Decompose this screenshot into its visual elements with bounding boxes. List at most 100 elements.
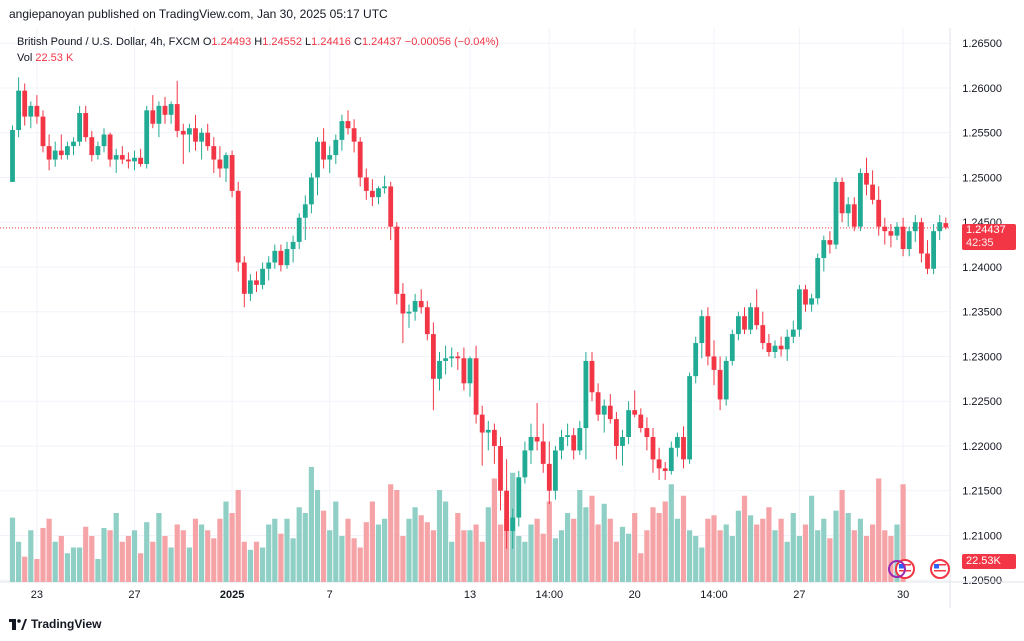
volume-bar — [424, 522, 430, 582]
candlestick-chart[interactable]: 1.265001.260001.255001.250001.245001.240… — [0, 28, 1024, 608]
volume-bar — [266, 524, 272, 582]
candle-down — [388, 186, 394, 227]
volume-tag-value: 22.53K — [966, 555, 1001, 567]
candle-down — [595, 392, 601, 415]
volume-bar — [296, 507, 302, 582]
volume-bar — [479, 541, 485, 582]
candle-up — [168, 104, 174, 115]
symbol-label[interactable]: British Pound / U.S. Dollar, 4h, FXCM — [17, 36, 200, 48]
volume-bar — [16, 541, 22, 582]
candle-up — [693, 343, 699, 377]
volume-bar — [95, 559, 101, 582]
volume-bar — [491, 478, 497, 582]
volume-bar — [83, 526, 89, 582]
candle-down — [711, 356, 717, 370]
volume-bar — [235, 490, 241, 582]
volume-bar — [552, 538, 558, 582]
volume-bar — [766, 507, 772, 582]
open-label: O — [202, 36, 212, 48]
candle-up — [10, 130, 15, 182]
candle-up — [156, 105, 162, 124]
candle-up — [132, 157, 137, 162]
candle-down — [235, 190, 241, 263]
candle-down — [644, 428, 650, 438]
volume-bar — [601, 503, 607, 582]
candle-up — [77, 113, 82, 142]
volume-bar — [443, 501, 449, 582]
time-axis-label: 20 — [629, 589, 641, 601]
candle-down — [479, 414, 485, 433]
tradingview-brand[interactable]: TradingView — [9, 617, 101, 631]
candle-up — [302, 204, 308, 218]
candle-up — [821, 240, 827, 259]
volume-bar — [626, 533, 632, 582]
volume-bar — [52, 541, 58, 582]
close-label: C — [353, 36, 362, 48]
price-axis-label: 1.21500 — [962, 486, 1002, 498]
candle-down — [473, 358, 479, 415]
candle-down — [394, 226, 400, 294]
low-label: L — [305, 36, 312, 48]
volume-bar — [827, 538, 833, 582]
time-axis-label: 14:00 — [700, 589, 728, 601]
volume-bar — [485, 507, 491, 582]
volume-bar — [687, 530, 693, 582]
volume-bar — [34, 559, 40, 582]
volume-bar — [327, 530, 333, 582]
volume-bar — [131, 530, 138, 582]
candle-up — [790, 329, 796, 337]
candle-up — [406, 311, 412, 314]
volume-bar — [199, 524, 205, 582]
candle-down — [870, 184, 875, 200]
candle-down — [205, 132, 211, 147]
volume-bar — [449, 541, 455, 582]
candle-up — [113, 155, 119, 160]
change-value: −0.00056 (−0.04%) — [404, 36, 499, 48]
volume-bar — [894, 524, 900, 582]
economic-event-flag-icon[interactable] — [930, 559, 950, 579]
volume-bar — [723, 524, 729, 582]
volume-bar — [778, 518, 784, 582]
chart-frame[interactable]: 1.265001.260001.255001.250001.245001.240… — [0, 28, 1024, 608]
volume-bar — [412, 507, 418, 582]
volume-bar — [138, 553, 144, 582]
candle-up — [858, 172, 863, 227]
candle-down — [571, 435, 577, 451]
volume-bar — [809, 495, 815, 582]
candle-up — [699, 316, 705, 344]
candle-up — [95, 146, 101, 156]
volume-bar — [595, 524, 601, 582]
volume-bar — [394, 490, 400, 582]
candle-down — [900, 226, 906, 250]
volume-bar — [192, 518, 199, 582]
price-axis-label: 1.22000 — [962, 441, 1002, 453]
candle-up — [797, 289, 802, 330]
volume-bar — [522, 541, 528, 582]
candle-down — [882, 226, 888, 232]
volume-bar — [64, 553, 70, 582]
price-axis-label: 1.24000 — [962, 262, 1002, 274]
volume-label[interactable]: Vol — [17, 52, 33, 64]
candle-up — [937, 222, 943, 232]
time-axis-label: 30 — [897, 589, 909, 601]
candle-up — [272, 250, 278, 263]
candle-up — [729, 334, 735, 361]
price-axis-label: 1.26000 — [962, 83, 1002, 95]
candle-up — [284, 249, 290, 266]
volume-bar — [339, 536, 345, 582]
volume-bar — [461, 530, 467, 582]
candle-up — [315, 141, 320, 178]
volume-bar — [430, 530, 436, 582]
candle-up — [675, 437, 680, 448]
candle-down — [351, 128, 357, 142]
volume-bar — [558, 530, 565, 582]
candle-up — [577, 428, 583, 451]
price-axis-label: 1.23000 — [962, 351, 1002, 363]
volume-bar — [101, 527, 107, 582]
volume-bar — [40, 527, 46, 582]
candle-up — [601, 405, 607, 415]
volume-bar — [217, 518, 223, 582]
volume-bar — [668, 484, 674, 582]
volume-bar — [900, 484, 906, 582]
volume-bar — [455, 513, 461, 582]
